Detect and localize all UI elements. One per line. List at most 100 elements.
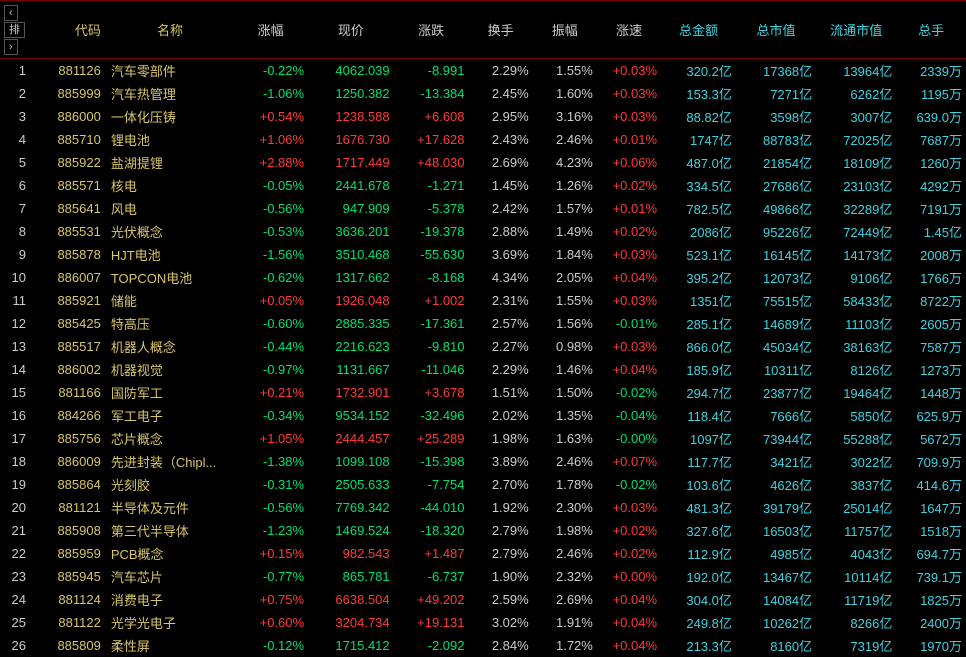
- col-code[interactable]: 代码: [30, 1, 105, 59]
- cell-amp: 1.98%: [533, 519, 597, 542]
- cell-pct: -1.23%: [233, 519, 308, 542]
- table-row[interactable]: 6885571核电-0.05%2441.678-1.2711.45%1.26%+…: [0, 174, 966, 197]
- cell-fcap: 23103亿: [816, 174, 896, 197]
- col-fcap[interactable]: 流通市值: [816, 1, 896, 59]
- col-mcap[interactable]: 总市值: [736, 1, 816, 59]
- row-index: 23: [0, 565, 30, 588]
- cell-name: 光刻胶: [105, 473, 233, 496]
- cell-mcap: 16145亿: [736, 243, 816, 266]
- cell-vol: 1647万: [896, 496, 966, 519]
- stock-table: ‹排› 代码 名称 涨幅 现价 涨跌 换手 振幅 涨速 总金额 总市值 流通市值…: [0, 0, 966, 657]
- table-row[interactable]: 20881121半导体及元件-0.56%7769.342-44.0101.92%…: [0, 496, 966, 519]
- cell-vol: 2339万: [896, 59, 966, 83]
- table-row[interactable]: 3886000一体化压铸+0.54%1238.588+6.6082.95%3.1…: [0, 105, 966, 128]
- cell-vol: 5672万: [896, 427, 966, 450]
- cell-turn: 2.59%: [469, 588, 533, 611]
- table-row[interactable]: 24881124消费电子+0.75%6638.504+49.2022.59%2.…: [0, 588, 966, 611]
- cell-spd: +0.04%: [597, 634, 661, 657]
- table-row[interactable]: 19885864光刻胶-0.31%2505.633-7.7542.70%1.78…: [0, 473, 966, 496]
- cell-vol: 1970万: [896, 634, 966, 657]
- cell-name: 先进封装（Chipl...: [105, 450, 233, 473]
- cell-pct: -0.22%: [233, 59, 308, 83]
- table-row[interactable]: 25881122光学光电子+0.60%3204.734+19.1313.02%1…: [0, 611, 966, 634]
- cell-spd: +0.03%: [597, 59, 661, 83]
- cell-turn: 2.57%: [469, 312, 533, 335]
- cell-spd: -0.02%: [597, 473, 661, 496]
- cell-spd: +0.02%: [597, 519, 661, 542]
- cell-turn: 2.88%: [469, 220, 533, 243]
- cell-amt: 213.3亿: [661, 634, 736, 657]
- cell-amt: 88.82亿: [661, 105, 736, 128]
- table-row[interactable]: 15881166国防军工+0.21%1732.901+3.6781.51%1.5…: [0, 381, 966, 404]
- table-row[interactable]: 5885922盐湖提锂+2.88%1717.449+48.0302.69%4.2…: [0, 151, 966, 174]
- cell-turn: 1.51%: [469, 381, 533, 404]
- cell-vol: 639.0万: [896, 105, 966, 128]
- table-row[interactable]: 1881126汽车零部件-0.22%4062.039-8.9912.29%1.5…: [0, 59, 966, 83]
- cell-fcap: 18109亿: [816, 151, 896, 174]
- prev-btn[interactable]: ‹: [4, 5, 18, 21]
- col-pct[interactable]: 涨幅: [233, 1, 308, 59]
- cell-chg: -1.271: [394, 174, 469, 197]
- table-row[interactable]: 14886002机器视觉-0.97%1131.667-11.0462.29%1.…: [0, 358, 966, 381]
- cell-pct: -1.06%: [233, 82, 308, 105]
- col-amp[interactable]: 振幅: [533, 1, 597, 59]
- row-index: 20: [0, 496, 30, 519]
- col-vol[interactable]: 总手: [896, 1, 966, 59]
- col-name[interactable]: 名称: [105, 1, 233, 59]
- table-row[interactable]: 12885425特高压-0.60%2885.335-17.3612.57%1.5…: [0, 312, 966, 335]
- table-row[interactable]: 11885921储能+0.05%1926.048+1.0022.31%1.55%…: [0, 289, 966, 312]
- cell-turn: 2.02%: [469, 404, 533, 427]
- table-row[interactable]: 17885756芯片概念+1.05%2444.457+25.2891.98%1.…: [0, 427, 966, 450]
- table-row[interactable]: 13885517机器人概念-0.44%2216.623-9.8102.27%0.…: [0, 335, 966, 358]
- cell-turn: 1.98%: [469, 427, 533, 450]
- col-spd[interactable]: 涨速: [597, 1, 661, 59]
- cell-mcap: 45034亿: [736, 335, 816, 358]
- cell-code: 885959: [30, 542, 105, 565]
- table-row[interactable]: 23885945汽车芯片-0.77%865.781-6.7371.90%2.32…: [0, 565, 966, 588]
- cell-amt: 334.5亿: [661, 174, 736, 197]
- col-price[interactable]: 现价: [308, 1, 394, 59]
- cell-fcap: 72025亿: [816, 128, 896, 151]
- table-row[interactable]: 22885959PCB概念+0.15%982.543+1.4872.79%2.4…: [0, 542, 966, 565]
- row-index: 8: [0, 220, 30, 243]
- cell-amt: 327.6亿: [661, 519, 736, 542]
- cell-price: 1676.730: [308, 128, 394, 151]
- cell-amp: 1.84%: [533, 243, 597, 266]
- cell-amp: 2.46%: [533, 542, 597, 565]
- table-row[interactable]: 18886009先进封装（Chipl...-1.38%1099.108-15.3…: [0, 450, 966, 473]
- col-turn[interactable]: 换手: [469, 1, 533, 59]
- table-row[interactable]: 4885710锂电池+1.06%1676.730+17.6282.43%2.46…: [0, 128, 966, 151]
- table-row[interactable]: 26885809柔性屏-0.12%1715.412-2.0922.84%1.72…: [0, 634, 966, 657]
- cell-amt: 153.3亿: [661, 82, 736, 105]
- cell-pct: -0.56%: [233, 197, 308, 220]
- cell-spd: -0.00%: [597, 427, 661, 450]
- next-btn[interactable]: ›: [4, 39, 18, 55]
- table-row[interactable]: 8885531光伏概念-0.53%3636.201-19.3782.88%1.4…: [0, 220, 966, 243]
- table-row[interactable]: 7885641风电-0.56%947.909-5.3782.42%1.57%+0…: [0, 197, 966, 220]
- cell-amp: 1.49%: [533, 220, 597, 243]
- cell-mcap: 4626亿: [736, 473, 816, 496]
- table-row[interactable]: 16884266军工电子-0.34%9534.152-32.4962.02%1.…: [0, 404, 966, 427]
- cell-amp: 2.69%: [533, 588, 597, 611]
- cell-chg: -32.496: [394, 404, 469, 427]
- cell-mcap: 3598亿: [736, 105, 816, 128]
- cell-price: 1715.412: [308, 634, 394, 657]
- table-row[interactable]: 10886007TOPCON电池-0.62%1317.662-8.1684.34…: [0, 266, 966, 289]
- cell-spd: -0.01%: [597, 312, 661, 335]
- table-row[interactable]: 9885878HJT电池-1.56%3510.468-55.6303.69%1.…: [0, 243, 966, 266]
- cell-amt: 481.3亿: [661, 496, 736, 519]
- cell-pct: -0.31%: [233, 473, 308, 496]
- cell-mcap: 21854亿: [736, 151, 816, 174]
- cell-amp: 1.50%: [533, 381, 597, 404]
- cell-amp: 2.05%: [533, 266, 597, 289]
- col-amt[interactable]: 总金额: [661, 1, 736, 59]
- col-chg[interactable]: 涨跌: [394, 1, 469, 59]
- cell-vol: 2400万: [896, 611, 966, 634]
- cell-vol: 8722万: [896, 289, 966, 312]
- sort-btn[interactable]: 排: [4, 22, 25, 38]
- row-index: 10: [0, 266, 30, 289]
- cell-pct: +0.05%: [233, 289, 308, 312]
- cell-mcap: 39179亿: [736, 496, 816, 519]
- table-row[interactable]: 2885999汽车热管理-1.06%1250.382-13.3842.45%1.…: [0, 82, 966, 105]
- table-row[interactable]: 21885908第三代半导体-1.23%1469.524-18.3202.79%…: [0, 519, 966, 542]
